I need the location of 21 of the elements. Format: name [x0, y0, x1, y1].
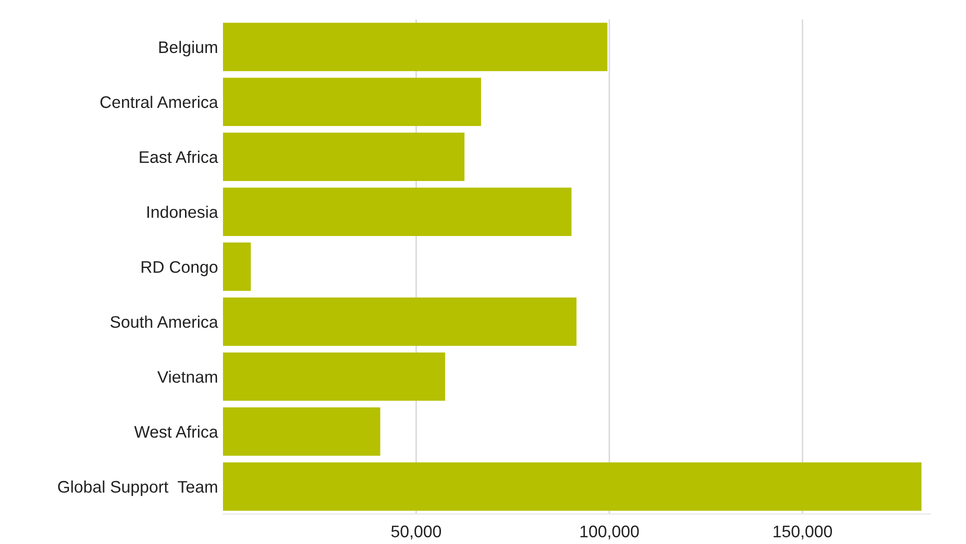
bar: [223, 352, 446, 401]
y-tick-label: Central America: [100, 96, 218, 108]
y-tick-label: West Africa: [134, 426, 218, 438]
bar: [223, 462, 922, 511]
bar: [223, 407, 380, 456]
y-tick-label: RD Congo: [142, 261, 218, 276]
y-tick-label: Vietnam: [157, 370, 218, 383]
bar: [223, 297, 576, 346]
bar: [223, 188, 572, 236]
y-tick-label: Belgium: [159, 40, 218, 56]
bar: [223, 22, 608, 72]
bar: [223, 78, 482, 126]
x-tick-label: 150,000: [774, 526, 832, 540]
x-tick-label: 100,000: [580, 526, 639, 540]
bar: [223, 242, 251, 291]
x-tick-label: 50,000: [391, 526, 442, 540]
y-tick-label: Indonesia: [147, 206, 218, 218]
y-tick-label: South America: [110, 316, 218, 328]
bar: [223, 132, 464, 181]
y-tick-label: Global Support Team: [58, 480, 218, 496]
y-tick-label: East Africa: [140, 150, 218, 164]
